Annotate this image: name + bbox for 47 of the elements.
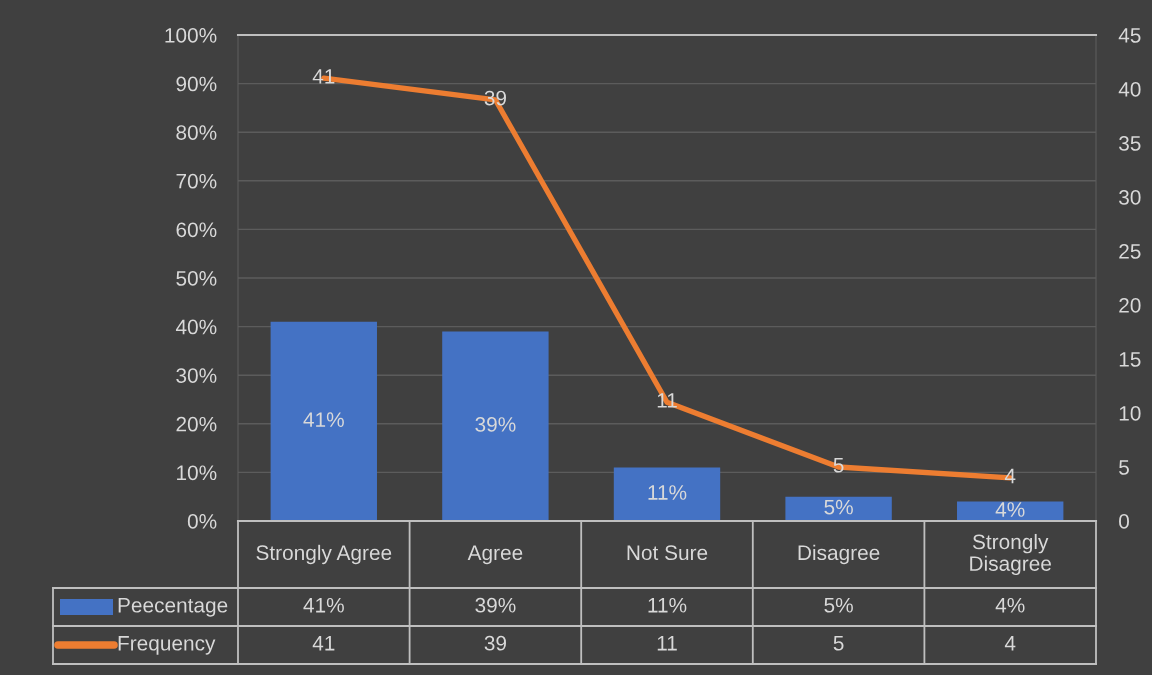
y-tick-label: 80% [176, 125, 217, 140]
text: 11% [648, 485, 687, 500]
bar [785, 496, 892, 521]
data-label: 5% [824, 597, 853, 613]
y-tick-label: 100% [165, 28, 217, 43]
bar [442, 331, 549, 521]
text: 41% [303, 412, 344, 427]
data-label: 39% [475, 597, 516, 613]
y-tick-label: 70% [176, 173, 217, 189]
x-tick-label: Agree [467, 545, 523, 565]
y2-tick-label: 25 [1119, 244, 1141, 259]
legend-label: Frequency [118, 636, 216, 655]
text: 4% [995, 502, 1025, 517]
x-tick-label: Strongly Disagree [970, 533, 1051, 576]
y2-tick-label: 30 [1119, 190, 1141, 205]
y2-tick-label: 45 [1118, 28, 1141, 43]
text: 5% [824, 499, 853, 515]
y2-tick-label: 40 [1118, 82, 1141, 97]
y2-tick-label: 5 [1119, 460, 1129, 475]
legend-label: Peecentage [118, 598, 228, 617]
data-label: 39 [484, 635, 506, 651]
data-label: 4% [995, 597, 1025, 613]
data-label: 41 [312, 636, 335, 651]
y-tick-label: 20% [176, 416, 217, 432]
y2-tick-label: 10 [1119, 406, 1141, 421]
x-tick-label: Not Sure [627, 545, 708, 561]
y2-tick-label: 0 [1119, 514, 1129, 529]
data-label: 4 [1004, 636, 1016, 651]
y-tick-label: 60% [176, 222, 217, 238]
bar [613, 467, 721, 521]
data-label: 11% [648, 597, 687, 613]
y2-tick-label: 20 [1119, 298, 1141, 313]
data-label: 41% [303, 597, 344, 613]
y-tick-label: 90% [176, 76, 217, 92]
y-tick-label: 0% [187, 514, 217, 529]
y-tick-label: 10% [177, 465, 217, 481]
y2-tick-label: 15 [1119, 352, 1141, 367]
x-tick-label: Disagree [798, 544, 880, 565]
y-tick-label: 50% [176, 271, 217, 286]
x-tick-label: Strongly Agree [256, 544, 392, 565]
text: 39% [475, 417, 516, 432]
data-label: 5 [833, 636, 844, 651]
y-tick-label: 40% [175, 319, 217, 335]
bar [270, 321, 377, 521]
y-tick-label: 30% [176, 368, 217, 383]
y2-tick-label: 35 [1119, 136, 1141, 151]
data-label: 11 [657, 636, 677, 651]
